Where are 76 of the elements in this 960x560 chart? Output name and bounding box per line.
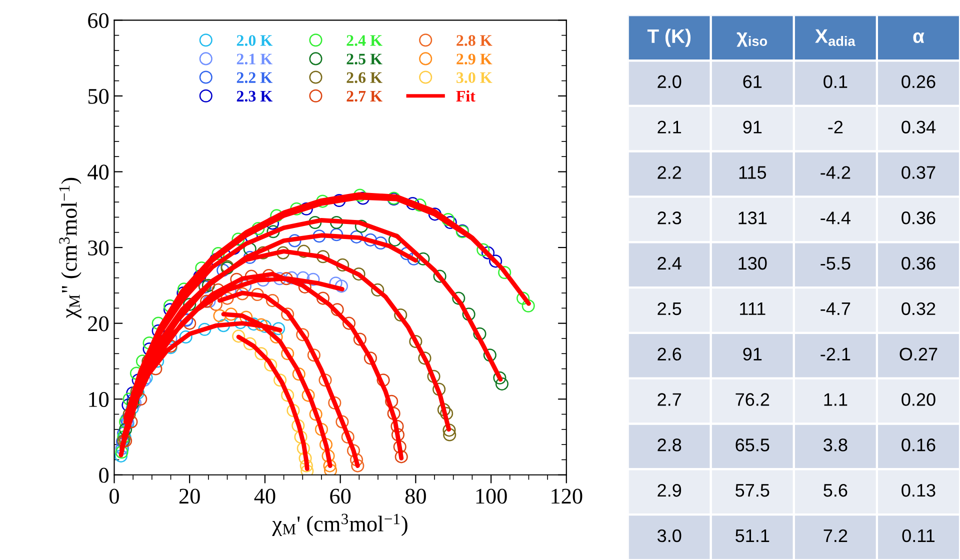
legend-label: Fit [456,90,476,102]
text: O.27 [900,348,938,361]
x-tick-label: 120 [552,488,582,504]
text: 7.2 [824,529,848,542]
y-tick-label: 30 [88,240,109,256]
y-tick-label: 20 [88,316,109,332]
text: -4.4 [820,212,850,224]
legend-label: 3.0 K [456,72,492,84]
x-axis-title: χ$_{M}$' (cm$^{3}$mol$^{−1}$) [272,514,408,536]
legend-label: 2.6 K [346,72,382,84]
legend-label: 2.0 K [236,35,272,46]
y-tick-label: 2.5 [658,302,682,316]
text: 111 [740,302,766,315]
y-tick-label: 2.4 [658,256,682,270]
text: 130 [738,256,767,270]
text: 51.1 [736,530,770,542]
x-tick-label: χ$_{iso}$ [736,32,768,47]
text: 61 [743,75,762,88]
text: 91 [743,348,762,361]
y-tick-label: 2.0 [658,75,682,88]
text: 0.32 [902,302,936,316]
text: -2 [828,120,843,134]
x-tick-label: 0 [110,488,119,504]
x-tick-label: 40 [254,488,276,504]
text: -2.1 [820,348,850,360]
y-axis-title: χ$_{M}$" (cm$^{3}$mol$^{−1}$) [59,178,82,318]
text: -4.7 [820,302,850,315]
legend-label: 2.7 K [346,90,382,102]
x-tick-label: 100 [476,488,507,504]
text: 3.8 [824,438,848,452]
text: 65.5 [736,438,770,452]
y-tick-label: 2.6 [658,348,682,361]
text: 0.36 [902,212,936,224]
x-tick-label: 20 [179,488,200,504]
y-tick-label: 2.3 [658,212,682,224]
text: 1.1 [824,393,848,406]
y-tick-label: 2.8 [658,438,682,452]
y-tick-label: 0 [99,468,109,483]
legend-label: 2.2 K [236,72,272,84]
x-tick-label: Χ$_{adia}$ [815,29,856,46]
text: 76.2 [736,393,770,406]
x-tick-label: 60 [330,488,351,504]
text: 115 [739,166,766,179]
legend-label: 2.4 K [346,35,382,46]
text: 5.6 [824,484,848,497]
text: 0.26 [902,75,936,88]
text: -5.5 [820,257,850,270]
y-tick-label: 50 [88,88,109,104]
text: 0.1 [824,75,848,88]
y-tick-label: 2.7 [658,393,682,406]
text: 0.36 [902,256,936,270]
legend-label: 2.9 K [456,54,492,65]
legend-label: 2.3 K [236,90,272,102]
text: 0.16 [902,438,936,452]
text: 131 [738,212,767,224]
legend-label: 2.1 K [236,54,272,65]
y-tick-label: 2.1 [658,120,682,134]
legend-label: 2.5 K [346,54,382,65]
y-tick-label: 2.2 [658,166,682,179]
y-tick-label: 2.9 [658,484,682,497]
y-axis-title: T (K) [647,28,691,47]
text: 0.13 [902,484,936,497]
y-tick-label: 3.0 [658,529,682,542]
y-tick-label: 60 [88,13,109,28]
text: 0.37 [902,166,936,179]
legend-label: 2.8 K [456,35,492,46]
y-tick-label: 40 [88,164,109,180]
x-tick-label: α [913,32,924,44]
text: 0.34 [902,120,936,134]
text: 57.5 [736,484,770,497]
text: 0.20 [902,393,936,406]
text: 0.11 [902,529,935,542]
y-tick-label: 10 [89,392,109,408]
text: -4.2 [820,166,850,179]
text: 91 [743,120,762,134]
x-tick-label: 80 [405,488,426,504]
